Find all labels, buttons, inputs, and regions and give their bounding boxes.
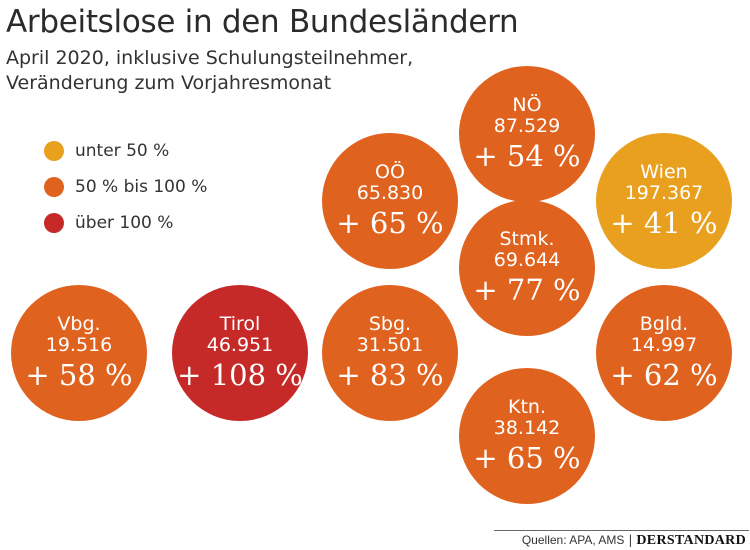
bubble-region-label: Ktn.: [508, 395, 546, 418]
bubble-region-label: Wien: [640, 160, 688, 183]
legend-label-under-50: unter 50 %: [75, 141, 170, 161]
legend-swatch-50-to-100: [44, 177, 64, 197]
bubble-change-label: + 41 %: [610, 205, 718, 240]
legend-swatch-over-100: [44, 213, 64, 233]
bubble-change-label: + 83 %: [336, 357, 444, 392]
bubble-unemployed-count: 46.951: [206, 333, 274, 356]
bubble-unemployed-count: 14.997: [630, 333, 698, 356]
bubble-change-label: + 77 %: [473, 272, 581, 307]
legend: unter 50 % 50 % bis 100 % über 100 %: [44, 133, 207, 241]
legend-label-over-100: über 100 %: [75, 213, 174, 233]
footer: Quellen: APA, AMS | DERSTANDARD: [522, 533, 746, 549]
bubble-unemployed-count: 65.830: [356, 181, 424, 204]
bubble-region-label: OÖ: [375, 160, 405, 183]
bubble-region-label: Bgld.: [639, 312, 689, 335]
legend-swatch-under-50: [44, 141, 64, 161]
subtitle-line-2: Veränderung zum Vorjahresmonat: [6, 72, 332, 94]
bubble-bgld: Bgld. 14.997 + 62 %: [596, 285, 732, 421]
legend-item-over-100: über 100 %: [44, 205, 207, 241]
bubble-wien: Wien 197.367 + 41 %: [596, 133, 732, 269]
bubble-change-label: + 58 %: [25, 357, 133, 392]
bubble-region-label: Stmk.: [499, 227, 555, 250]
bubble-unemployed-count: 38.142: [493, 416, 561, 439]
bubble-unemployed-count: 19.516: [45, 333, 113, 356]
legend-item-50-to-100: 50 % bis 100 %: [44, 169, 207, 205]
bubble-vbg: Vbg. 19.516 + 58 %: [11, 285, 147, 421]
bubble-sbg: Sbg. 31.501 + 83 %: [322, 285, 458, 421]
bubble-ooe: OÖ 65.830 + 65 %: [322, 133, 458, 269]
legend-item-under-50: unter 50 %: [44, 133, 207, 169]
bubble-change-label: + 62 %: [610, 357, 718, 392]
bubble-noe: NÖ 87.529 + 54 %: [459, 66, 595, 202]
sources-text: Quellen: APA, AMS: [521, 533, 625, 547]
bubble-ktn: Ktn. 38.142 + 65 %: [459, 368, 595, 504]
footer-divider: [494, 530, 749, 531]
subtitle-line-1: April 2020, inklusive Schulungsteilnehme…: [6, 47, 414, 69]
bubble-unemployed-count: 31.501: [356, 333, 424, 356]
brand-logo: DERSTANDARD: [636, 533, 746, 548]
footer-separator: |: [628, 533, 633, 547]
bubble-chart: NÖ 87.529 + 54 % OÖ 65.830 + 65 % Wien 197.367 +…: [11, 66, 732, 504]
chart-subtitle: April 2020, inklusive Schulungsteilnehme…: [6, 46, 413, 96]
bubble-tirol: Tirol 46.951 + 108 %: [172, 285, 308, 421]
bubble-stmk: Stmk. 69.644 + 77 %: [459, 200, 595, 336]
bubble-change-label: + 65 %: [473, 440, 581, 475]
legend-label-50-to-100: 50 % bis 100 %: [75, 177, 208, 197]
bubble-change-label: + 108 %: [177, 357, 303, 392]
bubble-unemployed-count: 69.644: [493, 248, 561, 271]
bubble-unemployed-count: 197.367: [624, 181, 704, 204]
bubble-region-label: Vbg.: [57, 312, 101, 335]
bubble-unemployed-count: 87.529: [493, 114, 561, 137]
bubble-region-label: Tirol: [219, 312, 261, 335]
bubble-change-label: + 54 %: [473, 138, 581, 173]
bubble-change-label: + 65 %: [336, 205, 444, 240]
chart-title: Arbeitslose in den Bundesländern: [6, 4, 519, 40]
bubble-region-label: Sbg.: [368, 312, 412, 335]
bubble-region-label: NÖ: [512, 93, 542, 116]
